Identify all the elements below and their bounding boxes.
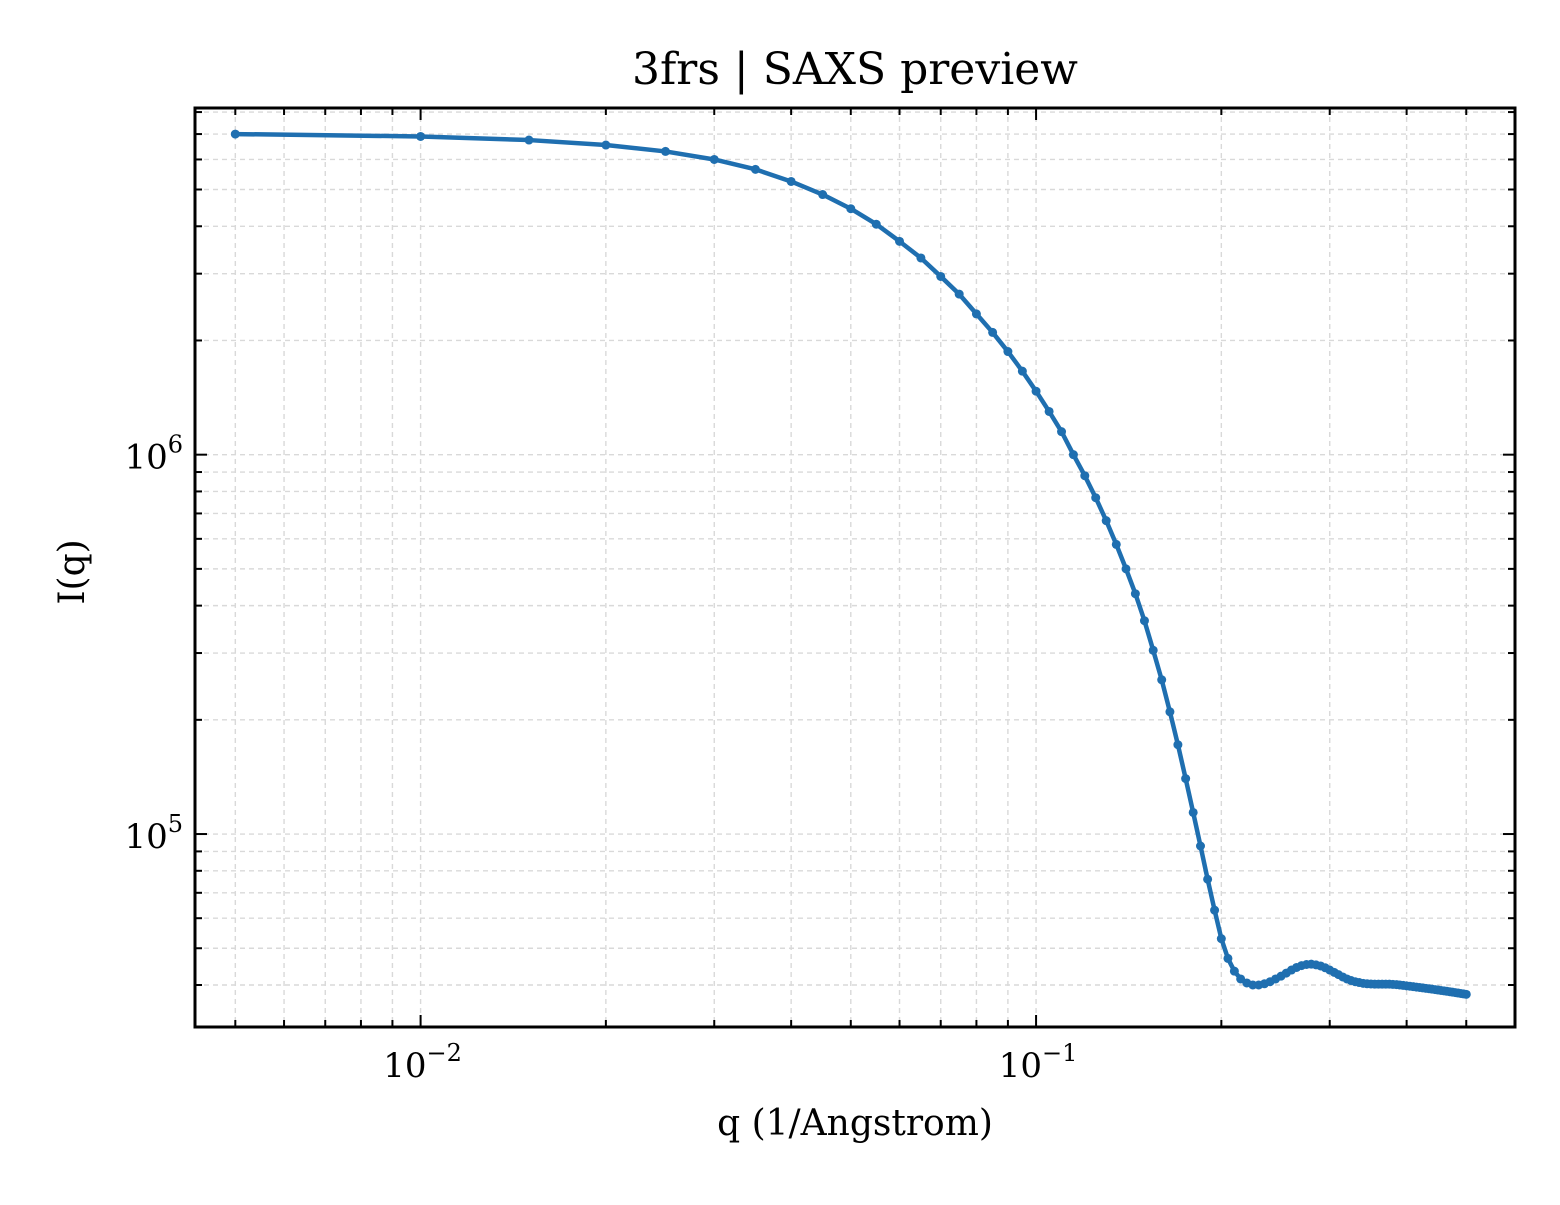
data-point: [601, 140, 611, 150]
data-point: [1461, 989, 1471, 999]
data-point: [971, 309, 981, 319]
y-tick-label: 105: [124, 810, 183, 857]
data-point: [1121, 564, 1131, 574]
data-point: [1210, 905, 1220, 915]
data-point: [786, 176, 796, 186]
data-point: [1157, 675, 1167, 685]
data-point: [1173, 740, 1183, 750]
data-point: [1057, 427, 1067, 437]
series-layer: [230, 129, 1471, 999]
x-axis-label: q (1/Angstrom): [717, 1103, 993, 1144]
data-point: [1203, 874, 1213, 884]
data-point: [846, 204, 856, 214]
x-tick-label: 10−2: [383, 1039, 462, 1086]
data-point: [230, 129, 240, 139]
data-point: [895, 236, 905, 246]
data-point: [1080, 471, 1090, 481]
data-point: [1101, 516, 1111, 526]
y-tick-label: 106: [124, 431, 183, 478]
data-point: [1181, 774, 1191, 784]
data-point: [1165, 707, 1175, 717]
data-point: [1003, 347, 1013, 357]
data-point: [818, 190, 828, 200]
x-tick-label: 10−1: [999, 1039, 1078, 1086]
data-point: [871, 219, 881, 229]
data-point: [988, 327, 998, 337]
data-point: [1139, 616, 1149, 626]
data-point: [954, 289, 964, 299]
y-axis-label: I(q): [52, 539, 93, 604]
data-point: [936, 271, 946, 281]
data-point: [1216, 934, 1226, 944]
data-point: [1091, 493, 1101, 503]
data-point: [709, 154, 719, 164]
data-point: [916, 253, 926, 263]
data-point: [1188, 807, 1198, 817]
data-point: [1017, 366, 1027, 376]
data-point: [1148, 645, 1158, 655]
data-point: [1130, 589, 1140, 599]
data-point: [1111, 539, 1121, 549]
data-point: [1031, 386, 1041, 396]
data-point: [1223, 953, 1233, 963]
data-point: [1044, 406, 1054, 416]
grid-lines: [195, 108, 1515, 1027]
data-point: [416, 131, 426, 141]
data-point: [661, 146, 671, 156]
data-point: [750, 164, 760, 174]
chart-title: 3frs | SAXS preview: [632, 44, 1078, 95]
data-point: [1196, 841, 1205, 851]
data-point: [1229, 966, 1239, 976]
data-point: [1068, 450, 1078, 460]
axes-frame: [193, 106, 1517, 1029]
data-point: [524, 135, 534, 145]
